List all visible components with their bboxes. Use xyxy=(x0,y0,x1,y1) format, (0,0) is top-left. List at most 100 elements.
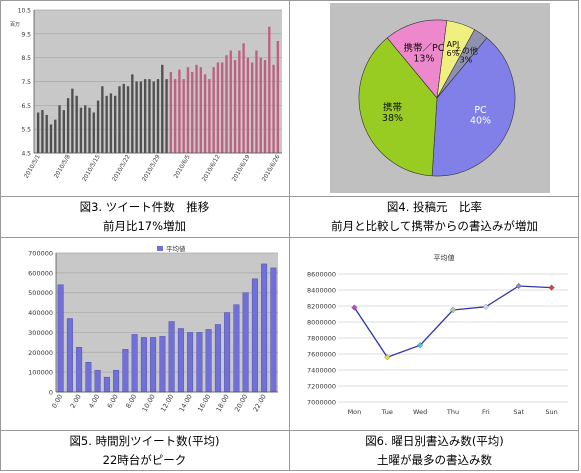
fig6-y-tick-label: 7600000 xyxy=(307,351,336,359)
fig3-bar-june xyxy=(208,79,211,153)
fig3-bar-june xyxy=(259,57,262,153)
fig3-bar-may xyxy=(109,93,113,153)
fig6-x-tick-label: Thu xyxy=(446,408,459,416)
fig3-bar-june xyxy=(246,57,250,153)
fig5-bar xyxy=(224,312,231,393)
fig5-bar xyxy=(131,334,138,393)
fig3-bar-june xyxy=(221,62,224,153)
fig5-bar xyxy=(261,263,268,393)
fig3-bar-june xyxy=(233,60,237,153)
fig6-caption-title: 図6. 曜日別書込み数(平均) xyxy=(365,434,504,448)
fig4-slice-label-1: 携帯 xyxy=(383,101,403,113)
fig3-bar-june xyxy=(276,40,280,153)
fig3-bar-june xyxy=(272,64,275,153)
fig3-bar-june xyxy=(178,69,181,153)
fig5-bar xyxy=(150,337,157,393)
fig5-plot-area xyxy=(56,253,278,392)
fig5-bar xyxy=(214,324,221,393)
fig3-bar-may xyxy=(101,86,104,153)
fig3-bar-may xyxy=(165,79,168,153)
fig5-bar xyxy=(233,304,240,393)
fig3-caption-note: 前月比17%増加 xyxy=(102,219,187,233)
fig5-bar xyxy=(76,347,83,393)
fig5-bar xyxy=(66,318,73,393)
fig5-chart: 0 100000 200000 300000 400000 500000 600000 700… xyxy=(4,240,286,428)
fig3-bar-may xyxy=(45,114,48,153)
fig6-x-tick-label: Wed xyxy=(413,408,427,416)
fig6-point xyxy=(417,342,424,349)
fig3-bar-may xyxy=(49,124,53,153)
fig5-bar xyxy=(159,336,166,393)
fig4-slice-1 xyxy=(358,37,438,177)
fig6-y-tick-label: 8000000 xyxy=(307,319,336,327)
fig4-slice-label-3: API xyxy=(447,40,460,49)
fig5-bar xyxy=(196,332,203,393)
fig3-bar-may xyxy=(152,81,155,153)
fig4-caption-note: 前月と比較して携帯からの書込みが増加 xyxy=(331,219,538,233)
fig3-bar-june xyxy=(191,71,194,153)
grid-divider-2 xyxy=(0,237,579,238)
grid-divider-3 xyxy=(0,430,579,431)
fig3-bar-may xyxy=(156,79,160,153)
fig6-x-tick-label: Sat xyxy=(513,408,524,416)
fig3-bar-may xyxy=(148,79,151,153)
fig3-y-tick-label: 9.5 xyxy=(21,31,31,38)
fig3-bar-may xyxy=(84,105,87,153)
fig5-bar xyxy=(85,362,92,393)
fig6-y-tick-label: 8400000 xyxy=(307,287,336,295)
fig5-y-tick-label: 600000 xyxy=(28,269,53,277)
fig5-bar xyxy=(113,369,120,393)
fig3-bar-may xyxy=(143,79,147,153)
fig6-point xyxy=(449,306,457,314)
fig6-y-tick-label: 7200000 xyxy=(307,383,336,391)
fig3-bar-june xyxy=(225,55,228,153)
fig5-bar xyxy=(242,292,249,393)
fig3-bar-june xyxy=(169,71,173,153)
fig5-caption-title: 図5. 時間別ツイート数(平均) xyxy=(69,434,220,448)
fig6-point xyxy=(384,354,391,361)
fig3-bar-june xyxy=(238,50,241,154)
fig5-bar xyxy=(168,321,175,393)
fig3-bar-may xyxy=(139,81,143,153)
fig6-x-tick-label: Fri xyxy=(482,408,490,416)
fig4-caption-title: 図4. 投稿元 比率 xyxy=(386,200,483,214)
fig6-point xyxy=(515,282,522,290)
fig6-chart: 平均値 7000000 7200000 7400000 7600000 7800000 80… xyxy=(292,240,576,428)
fig6-y-tick-label: 7000000 xyxy=(307,399,336,407)
fig6-y-tick-label: 7800000 xyxy=(307,335,336,343)
fig3-bar-may xyxy=(41,110,44,153)
fig3-caption-title: 図3. ツイート件数 推移 xyxy=(79,200,210,214)
fig3-bar-june xyxy=(229,50,232,154)
fig6-background xyxy=(292,240,576,428)
fig3-bar-june xyxy=(255,50,258,154)
fig6-y-tick-label: 8200000 xyxy=(307,303,336,311)
fig5-bar xyxy=(94,369,101,393)
fig3-bar-may xyxy=(114,95,117,153)
fig5-bar xyxy=(122,349,129,393)
fig4-slice-label-4: 3% xyxy=(460,56,473,65)
fig5-bar xyxy=(205,329,212,393)
fig3-y-tick-label: 7.5 xyxy=(21,79,31,86)
fig3-bar-june xyxy=(182,79,185,153)
fig5-bar xyxy=(57,284,64,393)
fig3-bar-june xyxy=(186,67,190,153)
fig3-y-tick-label: 5.5 xyxy=(21,127,31,134)
fig3-bar-may xyxy=(36,112,40,153)
fig3-bar-may xyxy=(66,98,70,153)
fig3-y-tick-label: 8.5 xyxy=(21,55,31,62)
fig4-slice-label-1: 38% xyxy=(382,113,403,124)
fig3-bar-may xyxy=(71,88,74,153)
fig5-caption-note: 22時台がピーク xyxy=(102,453,187,467)
fig3-bar-june xyxy=(195,64,198,153)
fig3-bar-may xyxy=(135,81,138,153)
fig5-y-tick-label: 200000 xyxy=(28,349,53,357)
fig3-bar-june xyxy=(199,67,202,153)
grid-divider-vertical xyxy=(289,0,290,471)
fig3-bar-may xyxy=(122,83,125,153)
fig5-y-tick-label: 0 xyxy=(49,389,53,397)
fig4-slice-2 xyxy=(386,19,448,99)
fig4-slice-label-4: その他 xyxy=(454,46,478,56)
fig3-bar-may xyxy=(79,107,83,153)
fig6-y-tick-label: 7400000 xyxy=(307,367,336,375)
